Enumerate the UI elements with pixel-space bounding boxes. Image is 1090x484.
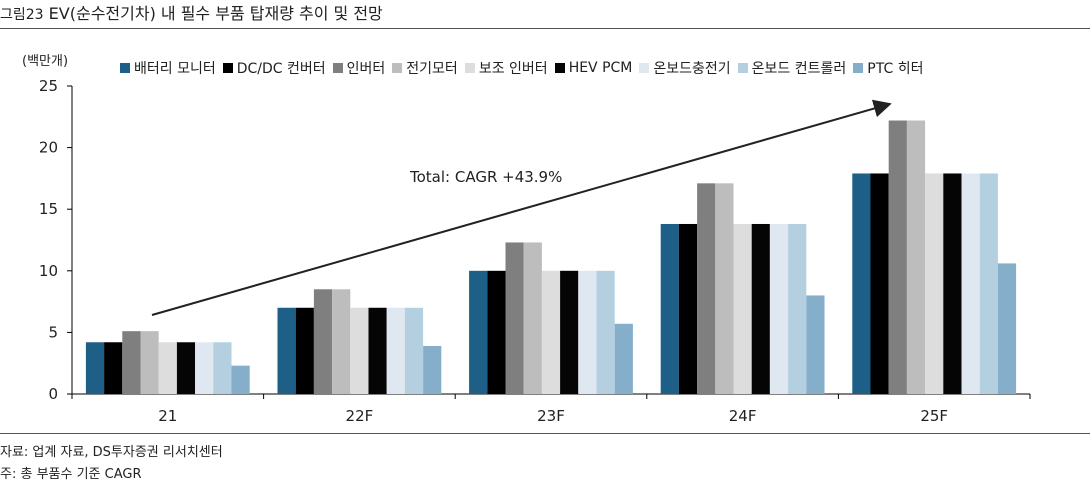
bar — [596, 270, 615, 394]
legend-item: 전기모터 — [392, 58, 458, 78]
y-tick-label: 15 — [39, 200, 58, 218]
legend-swatch — [222, 63, 233, 73]
bar-chart: 0 5 10 15 20 25 21 22F 23F 24F 25F Total: CAGR +43.… — [39, 77, 1031, 425]
legend-swatch — [332, 63, 343, 73]
x-tick-label: 25F — [920, 407, 948, 425]
bar — [386, 307, 405, 394]
bar — [614, 323, 633, 394]
chart-legend: 배터리 모니터 DC/DC 컨버터 인버터 전기모터 보조 인버터 HEV PCM 온보드충… — [120, 58, 923, 78]
y-tick-label: 5 — [48, 323, 58, 341]
y-tick-label: 25 — [39, 77, 58, 95]
bar — [870, 173, 889, 394]
footnote: 주: 총 부품수 기준 CAGR — [0, 467, 142, 482]
source-note: 자료: 업계 자료, DS투자증권 리서치센터 — [0, 445, 223, 460]
bar — [925, 173, 944, 394]
legend-label: DC/DC 컨버터 — [236, 61, 326, 77]
bar — [979, 173, 998, 394]
legend-item: 온보드 컨트롤러 — [737, 58, 847, 78]
legend-label: 온보드 컨트롤러 — [751, 61, 847, 77]
bar — [104, 342, 123, 394]
bar — [423, 345, 442, 394]
bar — [733, 223, 752, 394]
cagr-annotation: Total: CAGR +43.9% — [409, 168, 562, 186]
unit-label: (백만개) — [22, 54, 69, 69]
x-tick-label: 21 — [158, 407, 177, 425]
legend-swatch — [464, 63, 475, 73]
legend-label: 전기모터 — [406, 61, 458, 77]
legend-label: PTC 히터 — [867, 61, 924, 77]
x-tick-label: 23F — [537, 407, 565, 425]
y-tick-label: 20 — [39, 139, 58, 157]
legend-swatch — [639, 63, 650, 73]
bar — [961, 173, 980, 394]
legend-item: HEV PCM — [554, 58, 633, 78]
bar — [277, 307, 296, 394]
bar — [487, 270, 506, 394]
bar — [751, 223, 770, 394]
bar — [140, 331, 159, 394]
trend-arrow — [151, 99, 892, 316]
bar — [368, 307, 387, 394]
bar — [176, 342, 196, 394]
legend-item: PTC 히터 — [853, 58, 923, 78]
bar — [350, 307, 369, 394]
legend-item: DC/DC 컨버터 — [222, 58, 326, 78]
legend-swatch — [392, 63, 403, 73]
bar — [888, 120, 907, 394]
x-tick-label: 22F — [346, 407, 374, 425]
bar — [578, 270, 597, 394]
legend-label: HEV PCM — [568, 60, 633, 76]
bar — [560, 270, 579, 394]
bar — [85, 342, 105, 394]
figure-title: 그림23 EV(순수전기차) 내 필수 부품 탑재량 추이 및 전망 — [0, 0, 383, 24]
legend-label: 온보드충전기 — [653, 61, 731, 77]
bar — [852, 173, 871, 394]
bar — [541, 270, 561, 394]
bar — [295, 307, 314, 394]
bar — [505, 242, 524, 394]
bar — [943, 173, 962, 394]
legend-swatch — [737, 63, 748, 73]
bar — [697, 183, 716, 394]
figure-number: 그림23 — [0, 7, 44, 23]
legend-item: 배터리 모니터 — [120, 58, 216, 78]
top-rule — [0, 28, 1090, 29]
bottom-rule — [0, 433, 1090, 434]
legend-swatch — [853, 63, 864, 73]
legend-item: 보조 인버터 — [464, 58, 548, 78]
bar — [213, 342, 232, 394]
bar — [523, 242, 542, 394]
bar — [313, 289, 333, 394]
bar — [788, 223, 807, 394]
bar — [469, 270, 488, 394]
legend-label: 보조 인버터 — [478, 61, 548, 77]
legend-item: 온보드충전기 — [639, 58, 731, 78]
bar — [906, 120, 926, 394]
y-tick-label: 10 — [39, 262, 58, 280]
legend-swatch — [120, 63, 130, 73]
bar — [769, 223, 789, 394]
bar — [122, 331, 141, 394]
legend-label: 배터리 모니터 — [134, 61, 216, 77]
bar — [404, 307, 424, 394]
figure-title-text: EV(순수전기차) 내 필수 부품 탑재량 추이 및 전망 — [48, 4, 383, 23]
bar — [195, 342, 214, 394]
bar — [715, 183, 734, 394]
bar — [806, 295, 825, 394]
bar — [678, 223, 698, 394]
bar — [332, 289, 351, 394]
bar — [231, 365, 250, 394]
legend-item: 인버터 — [332, 58, 386, 78]
bar — [997, 263, 1017, 394]
bar — [660, 223, 679, 394]
x-tick-label: 24F — [729, 407, 757, 425]
legend-swatch — [554, 63, 565, 73]
bar — [158, 342, 177, 394]
legend-label: 인버터 — [346, 61, 386, 77]
y-tick-label: 0 — [48, 385, 58, 403]
